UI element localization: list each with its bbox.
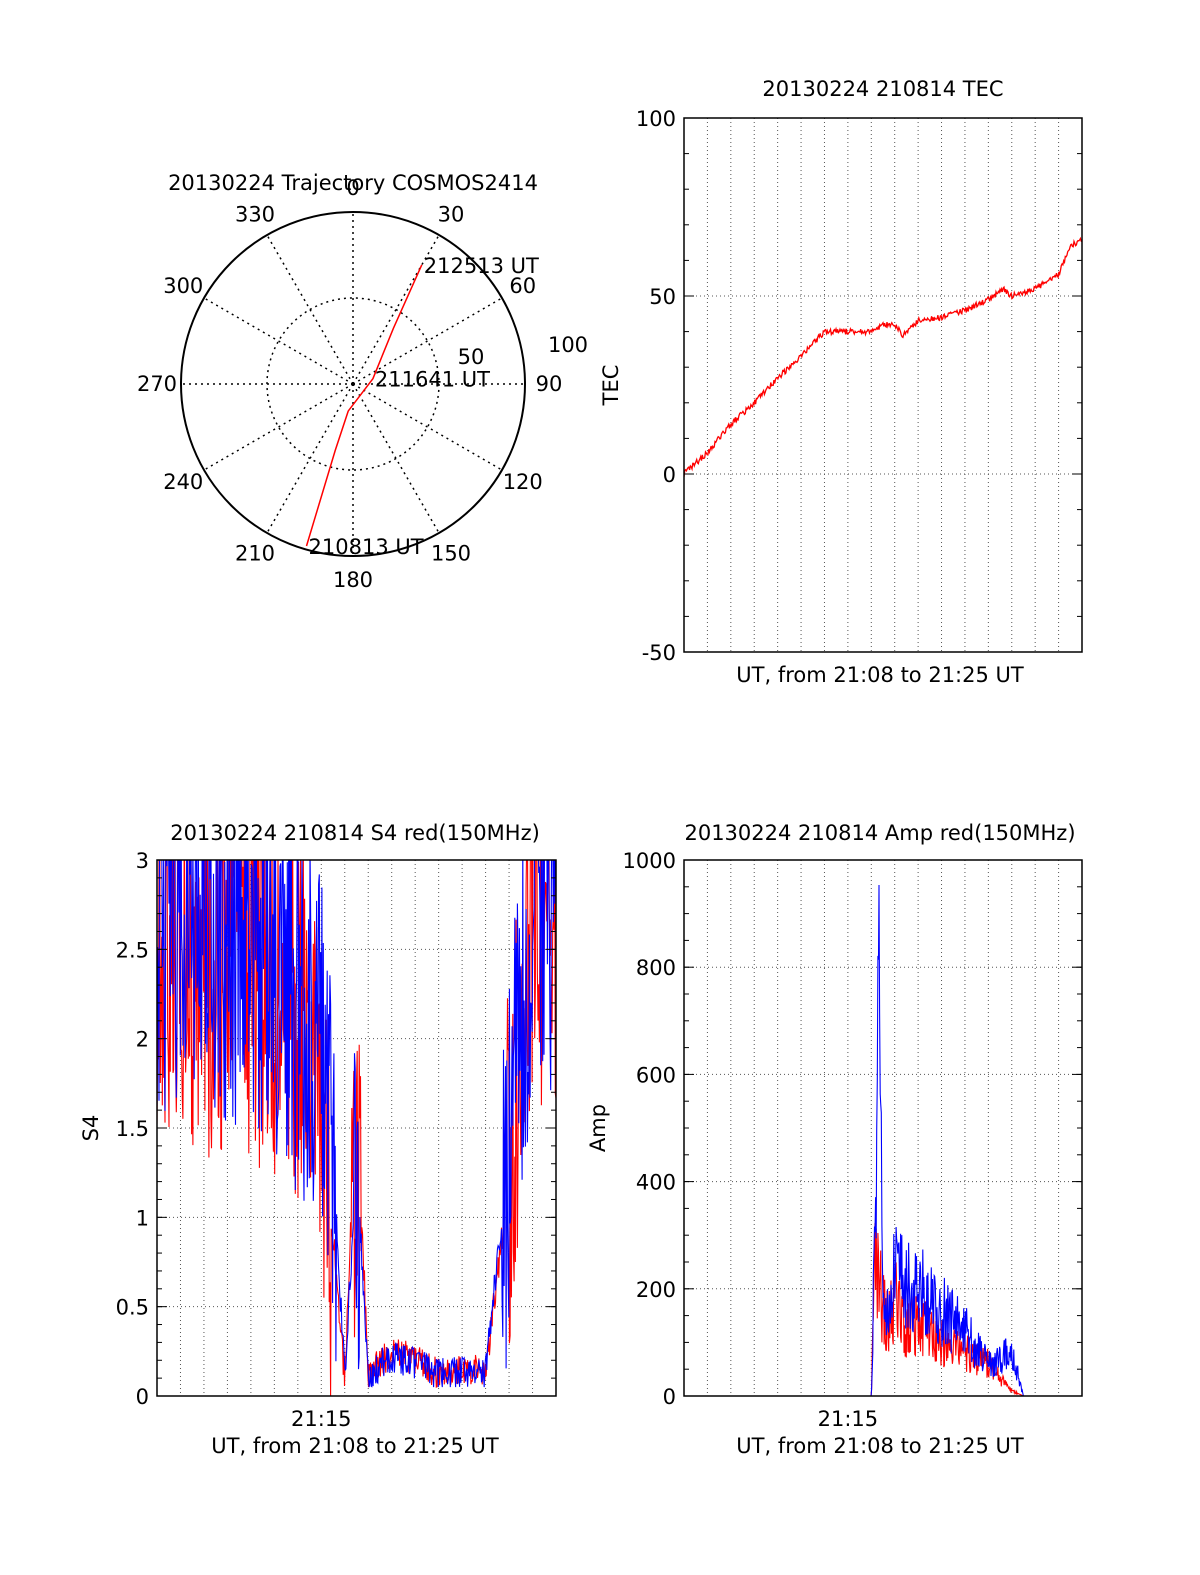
y-tick-label: 1000 [623,849,676,873]
amp-xlabel: UT, from 21:08 to 21:25 UT [736,1434,1024,1458]
polar-radial-label: 50 [458,345,485,369]
polar-time-annotation: 211641 UT [375,368,490,392]
y-tick-label: 50 [649,285,676,309]
polar-angle-label: 150 [431,542,471,566]
polar-outer-circle [180,211,526,557]
y-tick-label: 400 [636,1171,676,1195]
s4-chart: 20130224 210814 S4 red(150MHz) UT, from … [79,821,557,1458]
y-tick-label: 3 [136,849,149,873]
x-tick-label: 21:15 [291,1407,352,1431]
y-tick-label: 2.5 [116,938,149,962]
y-tick-label: 0 [136,1385,149,1409]
tec-ylabel: TEC [599,365,623,407]
y-tick-label: -50 [642,641,676,665]
polar-angle-label: 30 [438,202,465,226]
trajectory-polar-chart: 20130224 Trajectory COSMOS2414 0 30 60 90 12… [137,171,588,592]
amp-ylabel: Amp [586,1104,610,1152]
tec-xlabel: UT, from 21:08 to 21:25 UT [736,663,1024,687]
amp-title: 20130224 210814 Amp red(150MHz) [684,821,1075,845]
polar-spoke [203,297,354,385]
y-tick-label: 2 [136,1028,149,1052]
polar-spoke [266,234,354,385]
s4-title: 20130224 210814 S4 red(150MHz) [170,821,540,845]
x-tick-label: 21:15 [818,1407,879,1431]
y-tick-label: 600 [636,1063,676,1087]
polar-angle-label: 0 [346,176,359,200]
polar-spoke [352,383,503,471]
polar-spoke [352,297,503,385]
polar-angle-label: 120 [503,470,543,494]
amp-chart: 20130224 210814 Amp red(150MHz) UT, from… [586,821,1083,1458]
plot-frame [683,117,1083,653]
polar-time-annotation: 210813 UT [309,535,424,559]
polar-angle-label: 60 [509,274,536,298]
polar-angle-label: 90 [536,372,563,396]
series-line-blue [684,884,1082,1396]
polar-angle-label: 180 [333,568,373,592]
polar-spoke [203,383,354,471]
y-tick-label: 0.5 [116,1296,149,1320]
y-tick-label: 200 [636,1278,676,1302]
polar-angle-label: 300 [163,274,203,298]
polar-radial-label: 100 [548,333,588,357]
polar-trajectory-line [305,264,423,547]
y-tick-label: 1 [136,1206,149,1230]
polar-spoke [352,234,440,385]
polar-angle-label: 210 [235,542,275,566]
plot-data [684,884,1082,1396]
polar-angle-label: 240 [163,470,203,494]
y-tick-label: 0 [663,463,676,487]
polar-angle-label: 270 [137,372,177,396]
polar-time-annotation: 212513 UT [424,254,539,278]
series-line-red [157,860,556,1396]
series-line-red [684,236,1082,477]
tec-chart: 20130224 210814 TEC UT, from 21:08 to 21… [599,77,1083,687]
polar-spoke [266,383,354,534]
y-tick-label: 1.5 [116,1117,149,1141]
y-tick-label: 800 [636,956,676,980]
tec-title: 20130224 210814 TEC [762,77,1003,101]
plot-data [684,236,1082,477]
y-tick-label: 100 [636,107,676,131]
y-tick-label: 0 [663,1385,676,1409]
plot-data [157,860,556,1396]
s4-xlabel: UT, from 21:08 to 21:25 UT [211,1434,499,1458]
polar-angle-label: 330 [235,202,275,226]
polar-title: 20130224 Trajectory COSMOS2414 [168,171,538,195]
polar-spoke [352,383,440,534]
series-line-blue [157,860,556,1388]
s4-ylabel: S4 [79,1115,103,1142]
